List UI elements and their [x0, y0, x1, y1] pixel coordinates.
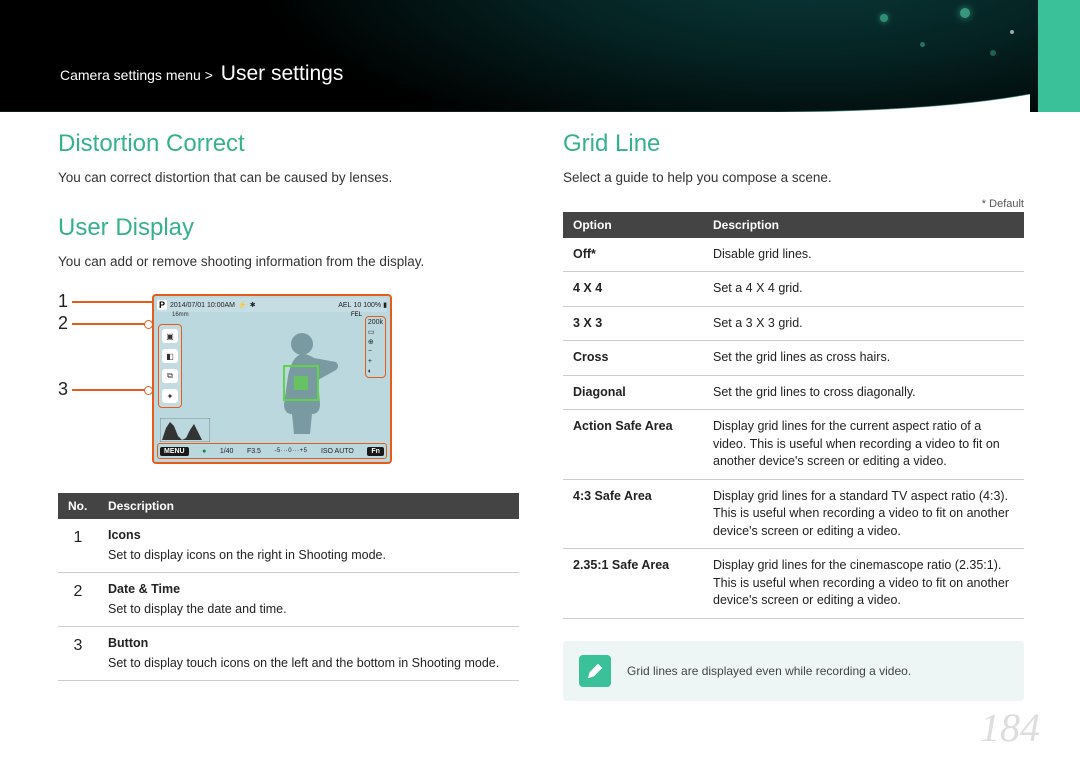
row-option: 4:3 Safe Area — [563, 479, 703, 549]
lcd-lens: 16mm — [172, 312, 189, 318]
row-option: Diagonal — [563, 375, 703, 410]
gridline-body: Select a guide to help you compose a sce… — [563, 168, 1024, 188]
userdisplay-body: You can add or remove shooting informati… — [58, 252, 519, 272]
row-option: 3 X 3 — [563, 306, 703, 341]
callout-1: 1 — [58, 291, 68, 312]
gridline-heading: Grid Line — [563, 130, 1024, 158]
camera-lcd-diagram: 1 2 3 P 2014/07/01 10:00AM ⚡✱ AEL — [58, 289, 398, 479]
gl-th-desc: Description — [703, 212, 1024, 238]
userdisplay-heading: User Display — [58, 214, 519, 242]
row-desc: Set the grid lines as cross hairs. — [703, 341, 1024, 376]
lcd-aperture: F3.5 — [247, 448, 261, 455]
ud-th-desc: Description — [98, 493, 519, 519]
row-no: 3 — [58, 627, 98, 681]
side-icon-1: ▣ — [162, 329, 178, 343]
row-option: Off* — [563, 238, 703, 272]
lcd-preview: P 2014/07/01 10:00AM ⚡✱ AEL 10 100% ▮ 16… — [152, 294, 392, 464]
lcd-batt: 100% — [363, 302, 381, 309]
breadcrumb-prefix: Camera settings menu > — [60, 67, 213, 83]
table-row: 3 ButtonSet to display touch icons on th… — [58, 627, 519, 681]
table-row: 2 Date & TimeSet to display the date and… — [58, 573, 519, 627]
right-column: Grid Line Select a guide to help you com… — [563, 130, 1024, 765]
row-option: 2.35:1 Safe Area — [563, 549, 703, 619]
lcd-shots: 10 — [353, 302, 361, 309]
note-text: Grid lines are displayed even while reco… — [627, 664, 911, 678]
lcd-topbar: P 2014/07/01 10:00AM ⚡✱ AEL 10 100% ▮ — [157, 298, 387, 312]
gridline-table: Option Description Off* Disable grid lin… — [563, 212, 1024, 619]
distortion-body: You can correct distortion that can be c… — [58, 168, 519, 188]
callout-3: 3 — [58, 379, 68, 400]
lcd-histogram — [160, 418, 210, 442]
callout-2: 2 — [58, 313, 68, 334]
page-content: Distortion Correct You can correct disto… — [0, 112, 1080, 765]
lcd-iso: ISO AUTO — [321, 448, 354, 455]
table-row: 3 X 3 Set a 3 X 3 grid. — [563, 306, 1024, 341]
gl-th-option: Option — [563, 212, 703, 238]
userdisplay-table: No. Description 1 IconsSet to display ic… — [58, 493, 519, 681]
row-desc: Disable grid lines. — [703, 238, 1024, 272]
breadcrumb: Camera settings menu > User settings — [60, 62, 343, 86]
row-desc: Date & TimeSet to display the date and t… — [98, 573, 519, 627]
ud-th-no: No. — [58, 493, 98, 519]
row-desc: Display grid lines for the cinemascope r… — [703, 549, 1024, 619]
row-desc: Display grid lines for the current aspec… — [703, 410, 1024, 480]
lcd-shutter: 1/40 — [220, 448, 234, 455]
page-number: 184 — [980, 704, 1040, 751]
row-no: 2 — [58, 573, 98, 627]
lcd-ael: AEL — [338, 302, 351, 309]
table-row: Cross Set the grid lines as cross hairs. — [563, 341, 1024, 376]
row-desc: Display grid lines for a standard TV asp… — [703, 479, 1024, 549]
row-desc: ButtonSet to display touch icons on the … — [98, 627, 519, 681]
left-column: Distortion Correct You can correct disto… — [58, 130, 519, 765]
lcd-mode: P — [157, 300, 167, 310]
note-box: Grid lines are displayed even while reco… — [563, 641, 1024, 701]
lcd-right-icons: 200k▭⊕−+◐ — [365, 316, 386, 378]
table-row: Diagonal Set the grid lines to cross dia… — [563, 375, 1024, 410]
default-note: * Default — [563, 198, 1024, 210]
pen-icon — [579, 655, 611, 687]
table-row: Off* Disable grid lines. — [563, 238, 1024, 272]
side-tab — [1038, 0, 1080, 115]
table-row: Action Safe Area Display grid lines for … — [563, 410, 1024, 480]
row-desc: Set a 4 X 4 grid. — [703, 272, 1024, 307]
row-desc: IconsSet to display icons on the right i… — [98, 519, 519, 573]
lcd-datetime: 2014/07/01 10:00AM — [170, 302, 235, 309]
row-option: Action Safe Area — [563, 410, 703, 480]
row-option: 4 X 4 — [563, 272, 703, 307]
lcd-silhouette — [244, 326, 354, 436]
lcd-evscale: -5···0···+5 — [274, 448, 307, 454]
lcd-menu-btn: MENU — [160, 447, 189, 456]
table-row: 2.35:1 Safe Area Display grid lines for … — [563, 549, 1024, 619]
distortion-heading: Distortion Correct — [58, 130, 519, 158]
lcd-bottom-bar: MENU ● 1/40 F3.5 -5···0···+5 ISO AUTO Fn — [157, 443, 387, 459]
row-desc: Set a 3 X 3 grid. — [703, 306, 1024, 341]
table-row: 1 IconsSet to display icons on the right… — [58, 519, 519, 573]
row-option: Cross — [563, 341, 703, 376]
row-desc: Set the grid lines to cross diagonally. — [703, 375, 1024, 410]
row-no: 1 — [58, 519, 98, 573]
side-icon-2: ◧ — [162, 349, 178, 363]
table-row: 4 X 4 Set a 4 X 4 grid. — [563, 272, 1024, 307]
lcd-left-icons: ▣ ◧ ⧉ ✦ — [158, 324, 182, 408]
lcd-fn-btn: Fn — [367, 447, 384, 456]
side-icon-4: ✦ — [162, 389, 178, 403]
lcd-fel: FEL — [351, 312, 362, 318]
table-row: 4:3 Safe Area Display grid lines for a s… — [563, 479, 1024, 549]
side-icon-3: ⧉ — [162, 369, 178, 383]
breadcrumb-current: User settings — [221, 62, 344, 85]
